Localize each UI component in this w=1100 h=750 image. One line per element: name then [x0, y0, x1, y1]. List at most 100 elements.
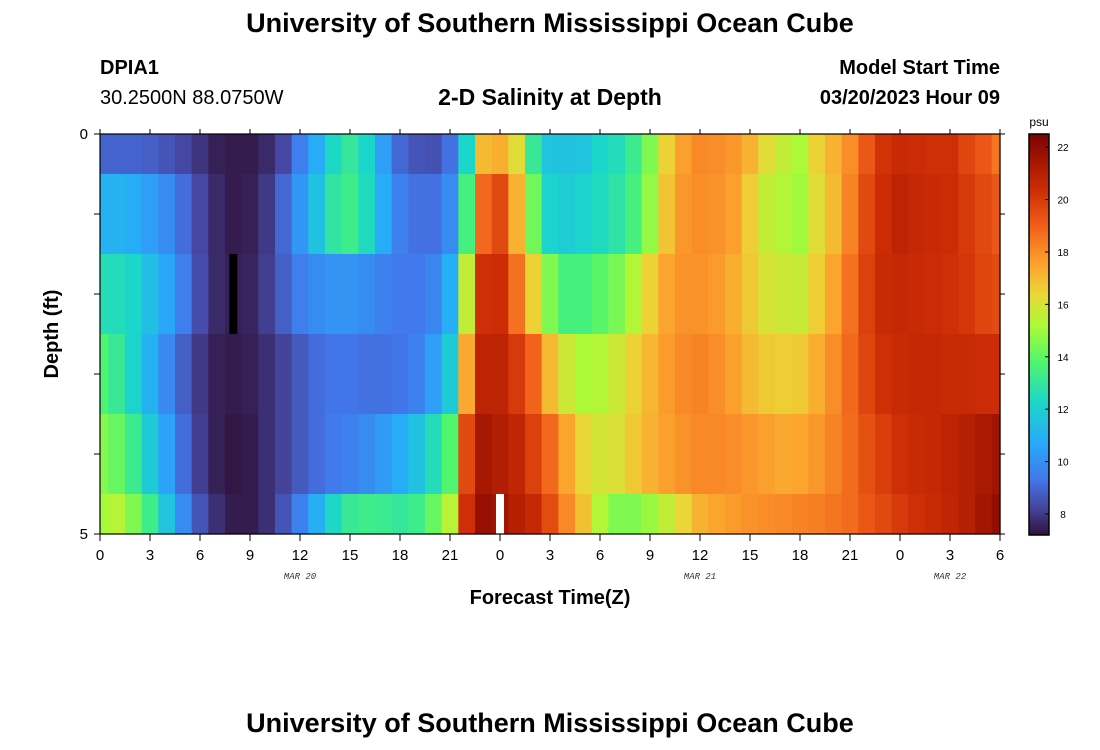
heatmap-cell [908, 174, 926, 255]
colorbar-tick-label: 8 [1060, 510, 1066, 521]
heatmap-cell [758, 174, 776, 255]
heatmap-cell [508, 414, 526, 495]
heatmap-cell [208, 254, 226, 335]
heatmap-cell [808, 254, 826, 335]
heatmap-cell [208, 334, 226, 415]
heatmap-cell [975, 414, 993, 495]
heatmap-cell [575, 174, 593, 255]
heatmap-cell [208, 134, 226, 175]
heatmap-cell [841, 174, 859, 255]
heatmap-cell [658, 414, 676, 495]
heatmap-cell [375, 414, 393, 495]
heatmap-cell [225, 334, 243, 415]
heatmap-cell [591, 334, 609, 415]
heatmap-cell [141, 494, 159, 535]
heatmap-cell [325, 334, 343, 415]
heatmap-cell [391, 414, 409, 495]
heatmap-cell [958, 254, 976, 335]
heatmap-cell [791, 414, 809, 495]
station-id: DPIA1 [100, 57, 159, 79]
heatmap-cell [641, 494, 659, 535]
heatmap-cell [175, 254, 193, 335]
heatmap-cell [408, 174, 426, 255]
heatmap-cell [741, 334, 759, 415]
heatmap-cell [175, 494, 193, 535]
x-tick-label: 12 [692, 547, 709, 564]
heatmap-markers [229, 254, 504, 534]
heatmap-cell [991, 334, 1001, 415]
heatmap-cell [908, 254, 926, 335]
heatmap-cell [791, 334, 809, 415]
heatmap-cell [208, 174, 226, 255]
heatmap-cell [100, 334, 109, 415]
colorbar-unit: psu [1029, 115, 1048, 129]
heatmap-cell [258, 174, 276, 255]
heatmap-cell [608, 254, 626, 335]
heatmap-cell [325, 174, 343, 255]
heatmap-cell [308, 134, 326, 175]
heatmap-cell [241, 174, 259, 255]
heatmap-cell [125, 174, 143, 255]
heatmap-cell [341, 334, 359, 415]
x-tick-label: 18 [792, 547, 809, 564]
heatmap-cell [191, 334, 209, 415]
heatmap-cell [575, 414, 593, 495]
heatmap-cell [958, 334, 976, 415]
colorbar-tick-label: 16 [1057, 300, 1069, 311]
heatmap-cell [241, 494, 259, 535]
heatmap-cell [641, 334, 659, 415]
heatmap-cell [525, 134, 543, 175]
heatmap-cell [100, 174, 109, 255]
heatmap-cell [458, 494, 476, 535]
heatmap-cell [625, 334, 643, 415]
heatmap-cell [991, 134, 1001, 175]
date-label: MAR 22 [934, 572, 967, 582]
heatmap-cell [408, 134, 426, 175]
heatmap-cell [525, 254, 543, 335]
heatmap-cell [875, 414, 893, 495]
heatmap-cell [125, 334, 143, 415]
heatmap-cell [825, 254, 843, 335]
heatmap-cell [808, 414, 826, 495]
heatmap-cell [375, 134, 393, 175]
heatmap-cell [158, 254, 176, 335]
heatmap-cell [725, 254, 743, 335]
heatmap-cell [108, 494, 126, 535]
heatmap-cell [108, 134, 126, 175]
heatmap-cell [975, 334, 993, 415]
heatmap-cell [508, 134, 526, 175]
heatmap-cell [808, 334, 826, 415]
heatmap-cell [241, 134, 259, 175]
heatmap-cell [575, 134, 593, 175]
heatmap-cell [858, 134, 876, 175]
heatmap-cell [108, 254, 126, 335]
heatmap-cell [975, 494, 993, 535]
model-start-label: Model Start Time [839, 57, 1000, 79]
heatmap-cell [808, 134, 826, 175]
heatmap-cell [858, 414, 876, 495]
heatmap-cell [341, 494, 359, 535]
heatmap-cell [875, 174, 893, 255]
heatmap-cell [825, 174, 843, 255]
heatmap-cell [591, 254, 609, 335]
heatmap-cell [825, 494, 843, 535]
x-tick-label: 18 [392, 547, 409, 564]
heatmap-cell [608, 134, 626, 175]
x-tick-label: 6 [196, 547, 204, 564]
heatmap-cell [375, 174, 393, 255]
heatmap-cell [675, 414, 693, 495]
heatmap-cell [708, 414, 726, 495]
heatmap-cell [358, 254, 376, 335]
heatmap-cell [291, 414, 309, 495]
heatmap-cell [408, 414, 426, 495]
heatmap-cell [908, 134, 926, 175]
x-tick-label: 3 [146, 547, 154, 564]
heatmap-cell [941, 174, 959, 255]
heatmap-cell [375, 334, 393, 415]
heatmap-cell [291, 134, 309, 175]
heatmap-cell [341, 174, 359, 255]
heatmap-cell [458, 134, 476, 175]
heatmap-cell [725, 334, 743, 415]
colorbar-tick-label: 12 [1057, 405, 1069, 416]
